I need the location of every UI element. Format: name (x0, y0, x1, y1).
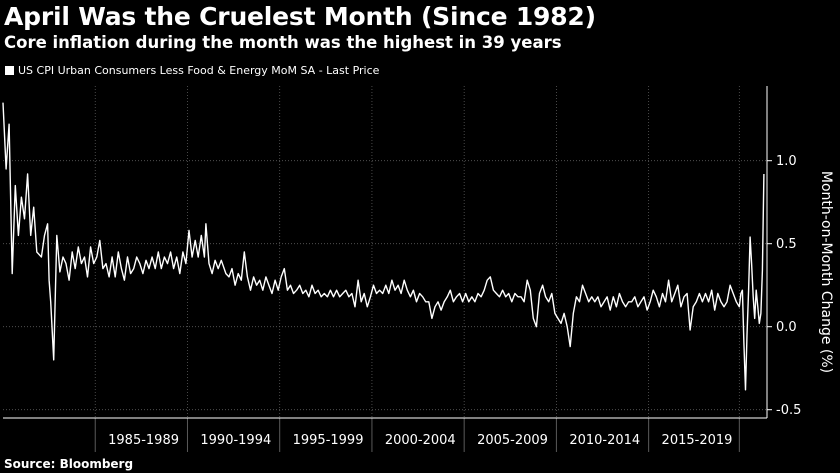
series-line (2, 102, 765, 391)
source-note: Source: Bloomberg (4, 457, 134, 471)
x-category-label: 2000-2004 (385, 433, 456, 448)
y-tick-label: 1.0 (776, 154, 797, 169)
y-tick-label: 0.5 (776, 237, 797, 252)
x-category-label: 1995-1999 (293, 433, 364, 448)
x-category-label: 1985-1989 (108, 433, 179, 448)
x-category-label: 2015-2019 (662, 433, 733, 448)
chart-subtitle: Core inflation during the month was the … (4, 33, 562, 52)
x-category-label: 1990-1994 (200, 433, 271, 448)
chart-title: April Was the Cruelest Month (Since 1982… (4, 2, 596, 31)
grid-lines (3, 86, 767, 418)
legend: US CPI Urban Consumers Less Food & Energ… (5, 64, 379, 77)
y-tick-label: -0.5 (776, 403, 801, 418)
x-category-label: 2005-2009 (477, 433, 548, 448)
legend-swatch (5, 66, 14, 75)
axes (3, 86, 768, 452)
y-axis-title: Month-on-Month Change (%) (818, 171, 834, 373)
y-tick-label: 0.0 (776, 320, 797, 335)
x-category-label: 2010-2014 (569, 433, 640, 448)
y-axis-ticks: 1.0 0.5 0.0 -0.5 (767, 154, 801, 418)
legend-label: US CPI Urban Consumers Less Food & Energ… (18, 64, 380, 77)
x-axis-categories: 1985-1989 1990-1994 1995-1999 2000-2004 2005… (108, 433, 732, 448)
